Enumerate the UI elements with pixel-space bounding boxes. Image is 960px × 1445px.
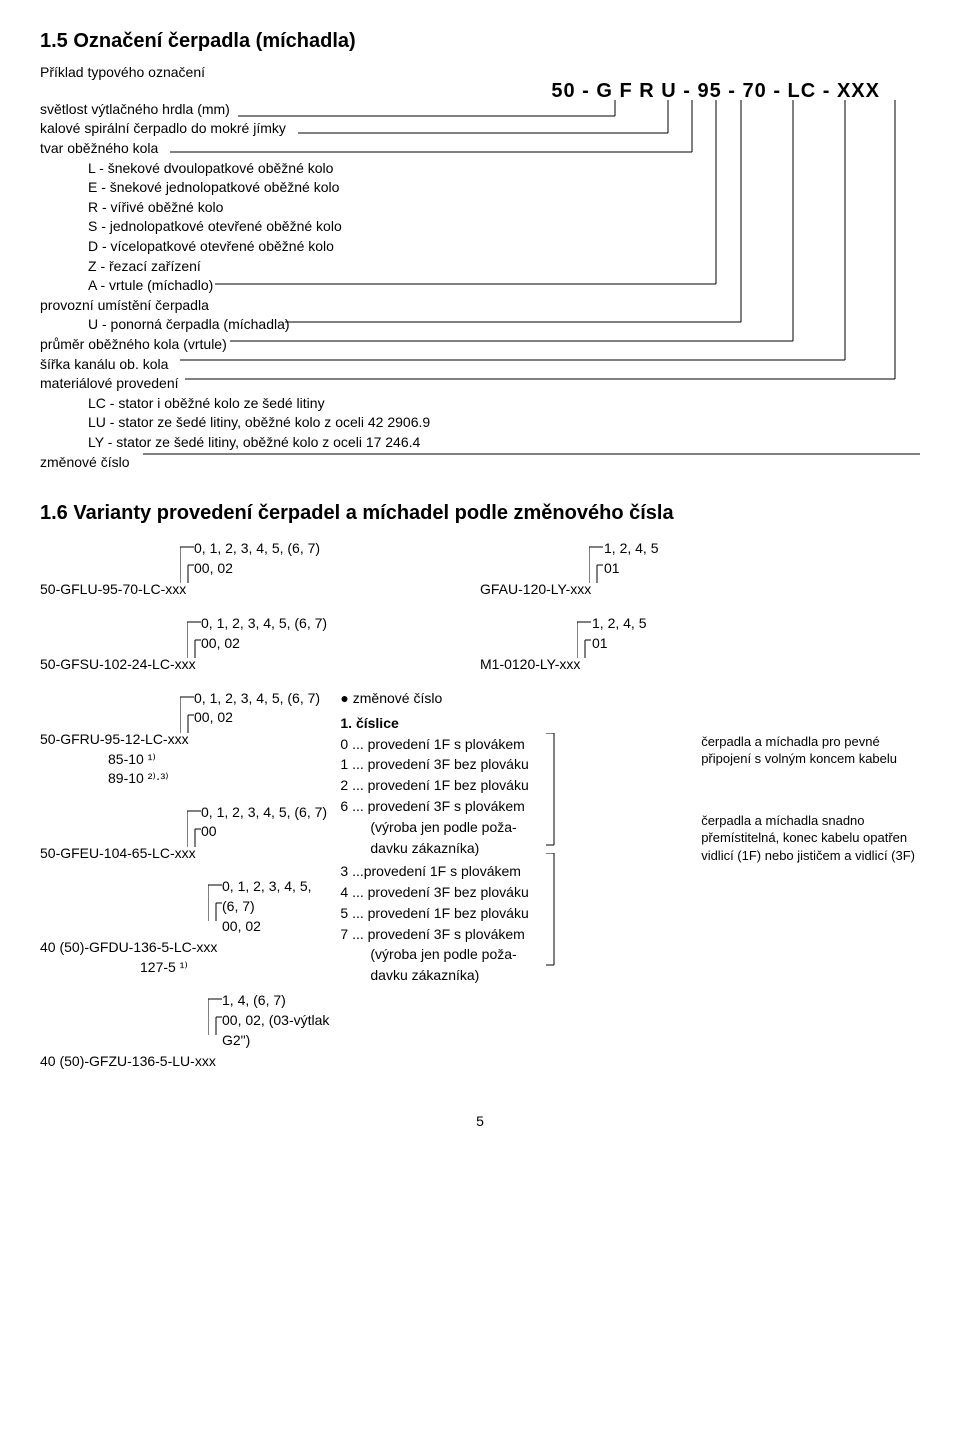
dec-line: L - šnekové dvoulopatkové oběžné kolo — [40, 159, 920, 179]
legend-line: 1 ... provedení 3F bez plováku — [340, 755, 691, 774]
variant-block: 0, 1, 2, 3, 4, 5, (6, 7) 00, 02 50-GFLU-… — [40, 539, 480, 600]
variant-block: 1, 2, 4, 5 01 M1-0120-LY-xxx — [480, 614, 920, 675]
legend-bullet: ● změnové číslo — [340, 689, 691, 708]
dec-line: A - vrtule (míchadlo) — [40, 276, 920, 296]
variant-row-1: 0, 1, 2, 3, 4, 5, (6, 7) 00, 02 50-GFLU-… — [40, 539, 920, 600]
dec-line: R - vířivé oběžné kolo — [40, 198, 920, 218]
section-1-5: 1.5 Označení čerpadla (míchadla) Příklad… — [40, 28, 920, 476]
dec-line: LC - stator i oběžné kolo ze šedé litiny — [40, 394, 920, 414]
page-number: 5 — [40, 1112, 920, 1131]
bracket-upper — [544, 733, 562, 849]
leader-icon — [180, 541, 360, 589]
type-code: 50 - G F R U - 95 - 70 - LC - XXX — [551, 78, 880, 105]
dec-line: provozní umístění čerpadla — [40, 296, 920, 316]
dec-line: LY - stator ze šedé litiny, oběžné kolo … — [40, 433, 920, 453]
dec-line: šířka kanálu ob. kola — [40, 355, 920, 375]
variant-block: 0, 1, 2, 3, 4, 5, (6, 7) 00, 02 50-GFRU-… — [40, 689, 330, 789]
dec-line: LU - stator ze šedé litiny, oběžné kolo … — [40, 413, 920, 433]
bracket-lower — [544, 853, 562, 969]
variant-sub: 127-5 ¹⁾ — [40, 958, 330, 978]
legend-line: 6 ... provedení 3F s plovákem — [340, 797, 691, 816]
legend-line: (výroba jen podle poža- — [340, 818, 691, 837]
variant-sub: 85-10 ¹⁾ — [40, 750, 330, 770]
legend-line: davku zákazníka) — [340, 966, 691, 985]
dec-line: kalové spirální čerpadlo do mokré jímky — [40, 119, 920, 139]
leader-icon — [187, 616, 367, 664]
leader-icon — [589, 541, 769, 589]
variant-block: 1, 4, (6, 7) 00, 02, (03-výtlak G2") 40 … — [40, 991, 330, 1071]
dec-line: S - jednolopatkové otevřené oběžné kolo — [40, 217, 920, 237]
note-lower: čerpadla a míchadla snadno přemístitelná… — [701, 812, 920, 865]
dec-line: Z - řezací zařízení — [40, 257, 920, 277]
legend-line: 4 ... provedení 3F bez plováku — [340, 883, 691, 902]
dec-line: tvar oběžného kola — [40, 139, 920, 159]
dec-line: materiálové provedení — [40, 374, 920, 394]
legend-line: davku zákazníka) — [340, 839, 691, 858]
legend-line: 2 ... provedení 1F bez plováku — [340, 776, 691, 795]
legend-line: (výroba jen podle poža- — [340, 945, 691, 964]
leader-icon — [577, 616, 757, 664]
variant-row-2: 0, 1, 2, 3, 4, 5, (6, 7) 00, 02 50-GFSU-… — [40, 614, 920, 675]
decoder-text: světlost výtlačného hrdla (mm) kalové sp… — [40, 100, 920, 472]
legend-line: 5 ... provedení 1F bez plováku — [340, 904, 691, 923]
variant-main: 40 (50)-GFZU-136-5-LU-xxx — [40, 1052, 330, 1072]
heading-1-5: 1.5 Označení čerpadla (míchadla) — [40, 28, 920, 55]
variant-block: 0, 1, 2, 3, 4, 5, (6, 7) 00, 02 40 (50)-… — [40, 877, 330, 977]
variant-block: 0, 1, 2, 3, 4, 5, (6, 7) 00 50-GFEU-104-… — [40, 803, 330, 864]
dec-line: E - šnekové jednolopatkové oběžné kolo — [40, 178, 920, 198]
legend-line: 7 ... provedení 3F s plovákem — [340, 925, 691, 944]
heading-1-6: 1.6 Varianty provedení čerpadel a míchad… — [40, 500, 920, 527]
variant-legend-row: 0, 1, 2, 3, 4, 5, (6, 7) 00, 02 50-GFRU-… — [40, 689, 920, 1072]
variant-main: 40 (50)-GFDU-136-5-LC-xxx — [40, 938, 330, 958]
notes-column: čerpadla a míchadla pro pevné připojení … — [691, 689, 920, 1072]
variant-block: 1, 2, 4, 5 01 GFAU-120-LY-xxx — [480, 539, 920, 600]
dec-line: U - ponorná čerpadla (míchadla) — [40, 315, 920, 335]
dec-line: změnové číslo — [40, 453, 920, 473]
note-upper: čerpadla a míchadla pro pevné připojení … — [701, 733, 920, 768]
legend-line: 0 ... provedení 1F s plovákem — [340, 735, 691, 754]
dec-line: D - vícelopatkové otevřené oběžné kolo — [40, 237, 920, 257]
legend-column: ● změnové číslo 1. číslice 0 ... provede… — [330, 689, 691, 1072]
variant-block: 0, 1, 2, 3, 4, 5, (6, 7) 00, 02 50-GFSU-… — [40, 614, 480, 675]
legend-digit-label: 1. číslice — [340, 714, 691, 733]
variant-sub: 89-10 ²⁾·³⁾ — [40, 769, 330, 789]
dec-line: průměr oběžného kola (vrtule) — [40, 335, 920, 355]
legend-line: 3 ...provedení 1F s plovákem — [340, 862, 691, 881]
